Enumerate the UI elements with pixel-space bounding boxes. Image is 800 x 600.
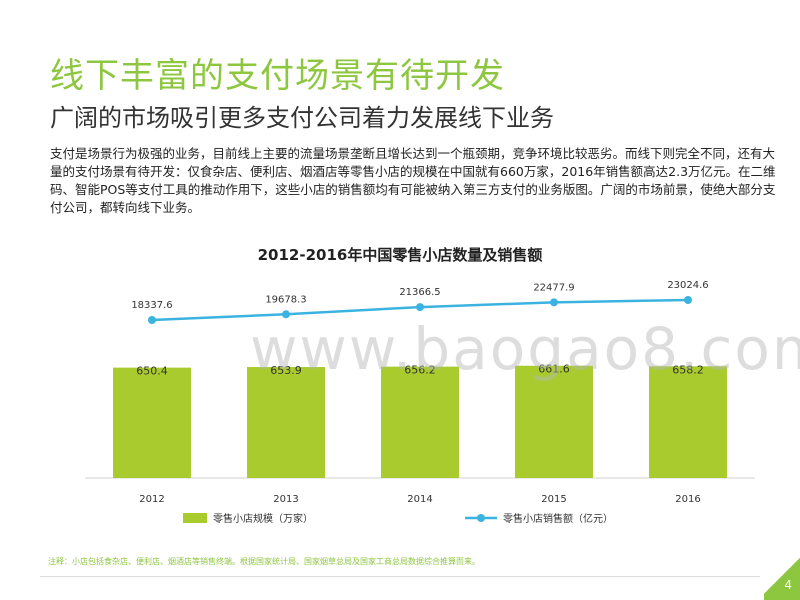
corner-decoration: 4 [764, 552, 800, 600]
bar-2014 [381, 366, 459, 478]
line-label-2012: 18337.6 [131, 300, 172, 311]
x-tick-2014: 2014 [407, 494, 432, 505]
footer-divider [40, 576, 760, 577]
x-tick-2016: 2016 [675, 494, 700, 505]
bar-label-2015: 661.6 [538, 363, 570, 376]
page-number: 4 [784, 578, 792, 592]
bar-2013 [247, 367, 325, 478]
line-label-2013: 19678.3 [265, 294, 306, 305]
line-label-2015: 22477.9 [533, 282, 574, 293]
legend-line-marker [477, 514, 485, 522]
line-point-2014 [416, 303, 424, 312]
bar-label-2016: 658.2 [672, 363, 704, 376]
line-point-2015 [550, 298, 558, 307]
bar-label-2012: 650.4 [136, 365, 168, 378]
legend-bar-swatch [183, 513, 207, 523]
x-tick-2012: 2012 [139, 494, 164, 505]
line-point-2013 [282, 310, 290, 319]
x-tick-2015: 2015 [541, 494, 566, 505]
line-label-2014: 21366.5 [399, 287, 440, 298]
chart-title: 2012-2016年中国零售小店数量及销售额 [257, 246, 543, 264]
line-point-2012 [148, 316, 156, 324]
line-point-2016 [684, 296, 692, 304]
source-note: 注释：小店包括食杂店、便利店、烟酒店等销售终端。根据国家统计局、国家烟草总局及国… [48, 557, 480, 566]
slide-title: 线下丰富的支付场景有待开发 [50, 56, 505, 96]
bar-2015 [515, 365, 593, 478]
bar-2016 [649, 366, 727, 478]
x-tick-2013: 2013 [273, 494, 298, 505]
legend-line-label: 零售小店销售额（亿元） [503, 512, 613, 525]
line-label-2016: 23024.6 [667, 280, 708, 291]
slide-subtitle: 广阔的市场吸引更多支付公司着力发展线下业务 [50, 104, 554, 132]
bar-label-2014: 656.2 [404, 364, 436, 377]
bar-2012 [113, 367, 191, 478]
bar-label-2013: 653.9 [270, 364, 302, 377]
legend-bar-label: 零售小店规模（万家） [213, 512, 313, 525]
slide-body-text: 支付是场景行为极强的业务，目前线上主要的流量场景垄断且增长达到一个瓶颈期，竞争环… [50, 146, 776, 215]
